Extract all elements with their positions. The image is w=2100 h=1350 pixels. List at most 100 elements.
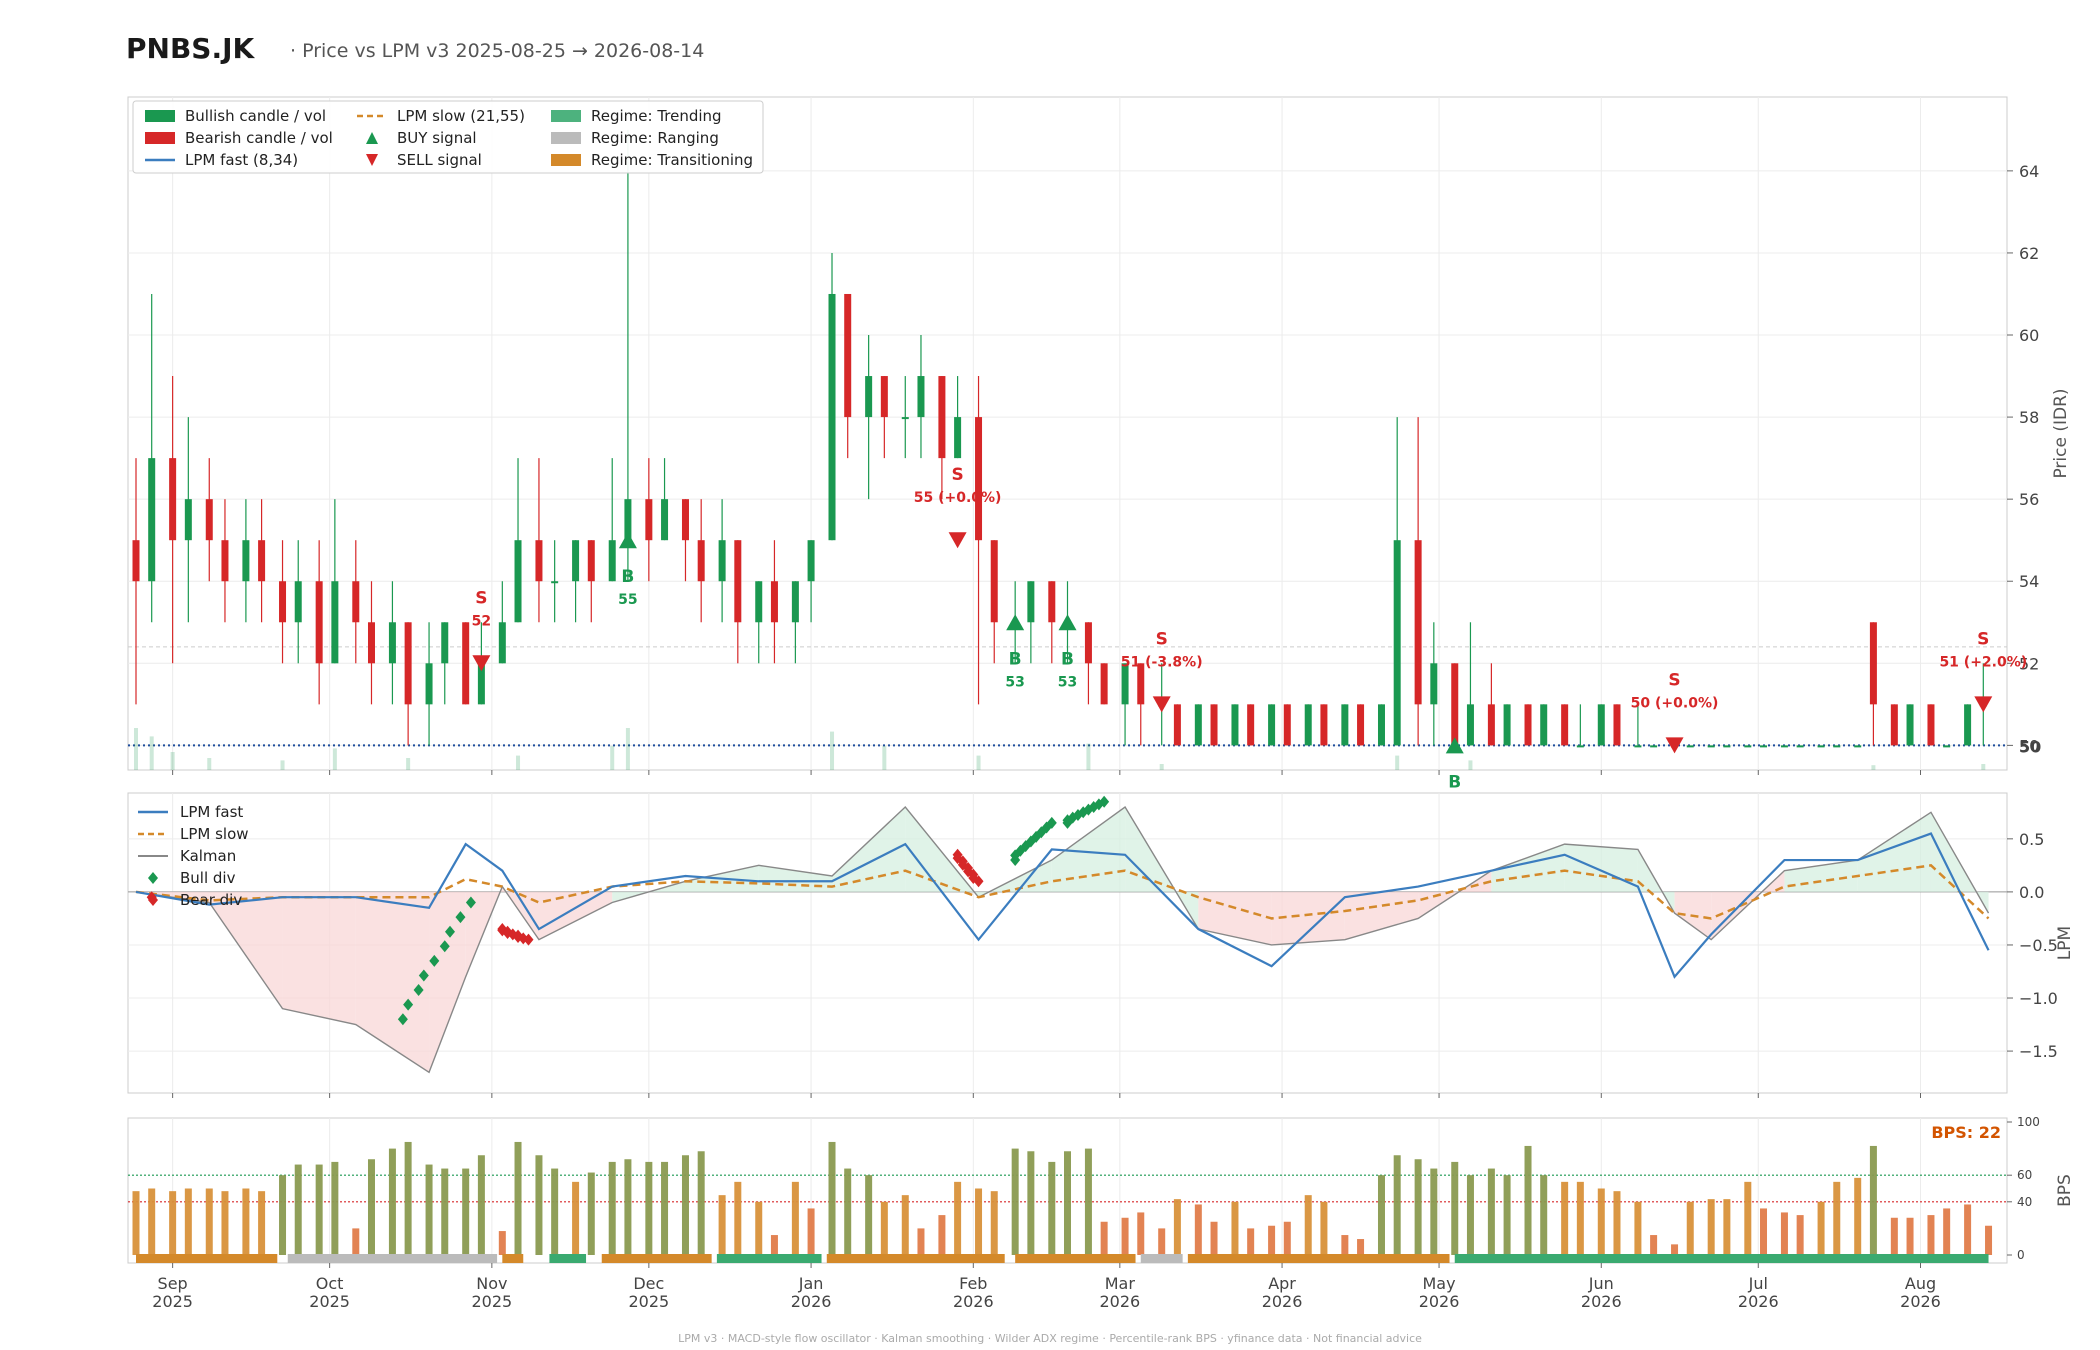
candle-body — [148, 458, 156, 582]
candle-body — [1561, 704, 1569, 746]
bps-bar — [1561, 1181, 1569, 1255]
price-ytick-label: 52 — [2019, 654, 2039, 673]
bps-ytick-label: 0 — [2017, 1248, 2025, 1262]
xtick-month: Mar — [1105, 1274, 1136, 1293]
candle-body — [535, 540, 543, 582]
regime-segment — [716, 1254, 822, 1263]
candle-body — [498, 622, 506, 664]
xtick-month: Jan — [798, 1274, 824, 1293]
bps-bar — [315, 1164, 323, 1255]
bps-bar — [661, 1161, 669, 1255]
bps-bar — [1341, 1235, 1349, 1255]
candle-body — [572, 540, 580, 582]
candle-body — [1833, 745, 1841, 748]
price-ytick-label: 50 — [2019, 736, 2039, 755]
xtick-year: 2025 — [309, 1292, 350, 1311]
bps-bar — [1671, 1244, 1679, 1255]
bps-bar — [572, 1181, 580, 1255]
buy-signal-price: 53 — [1005, 674, 1024, 690]
xtick-year: 2026 — [1738, 1292, 1779, 1311]
candle-body — [441, 622, 449, 664]
candle-body — [755, 581, 763, 623]
price-ytick-label: 56 — [2019, 490, 2039, 509]
candle-body — [1173, 704, 1181, 746]
bps-bar — [1927, 1215, 1935, 1255]
candle-body — [1906, 704, 1914, 746]
volume-bar — [625, 728, 630, 770]
buy-signal-marker — [1058, 614, 1077, 631]
bear-fill — [538, 891, 613, 940]
bps-bar — [1357, 1239, 1365, 1255]
bps-bar — [242, 1188, 250, 1255]
candle-body — [1430, 663, 1438, 705]
bps-bar — [1760, 1208, 1768, 1255]
candle-body — [1377, 704, 1385, 746]
regime-segment — [287, 1254, 498, 1263]
bps-bar — [954, 1181, 962, 1255]
bear-div-marker — [973, 875, 984, 888]
bps-bar — [718, 1195, 726, 1255]
bps-bar — [1100, 1221, 1108, 1255]
price-ytick-label: 62 — [2019, 244, 2039, 263]
bear-fill — [429, 891, 466, 1073]
bps-bar — [608, 1161, 616, 1255]
bps-bar — [1503, 1175, 1511, 1255]
xtick-month: Jun — [1588, 1274, 1614, 1293]
price-ytick-label: 54 — [2019, 572, 2039, 591]
xtick-year: 2026 — [1262, 1292, 1303, 1311]
bps-bar — [1084, 1148, 1092, 1255]
bull-div-marker — [444, 925, 455, 938]
kalman-line — [135, 805, 1990, 1074]
xtick-year: 2025 — [471, 1292, 512, 1311]
bps-bar — [1780, 1212, 1788, 1255]
price-legend-label: Regime: Ranging — [591, 129, 719, 147]
candle-body — [425, 663, 433, 705]
candle-body — [901, 417, 909, 420]
candle-body — [1231, 704, 1239, 746]
volume-bar — [1395, 755, 1400, 770]
regime-segment — [549, 1254, 587, 1263]
bull-div-marker — [429, 954, 440, 967]
bps-ytick-label: 60 — [2017, 1168, 2032, 1182]
candle-body — [1869, 622, 1877, 705]
xtick-month: Jul — [1748, 1274, 1768, 1293]
regime-segment — [1015, 1254, 1136, 1263]
bps-bar — [404, 1141, 412, 1255]
price-ylabel: Price (IDR) — [2051, 388, 2071, 478]
candle-body — [242, 540, 250, 582]
bps-bar — [1723, 1199, 1731, 1255]
sell-signal-price: 55 (+0.0%) — [914, 490, 1002, 506]
volume-bar — [610, 746, 615, 770]
candle-body — [1650, 745, 1658, 748]
bps-bar — [1414, 1159, 1422, 1255]
sell-signal-label: S — [951, 465, 963, 485]
candle-body — [1503, 704, 1511, 746]
bull-div-marker — [1046, 816, 1057, 829]
candle-body — [1466, 704, 1474, 746]
bps-ytick-label: 100 — [2017, 1115, 2040, 1129]
regime-segment — [502, 1254, 524, 1263]
bps-bar — [1304, 1195, 1312, 1255]
candle-body — [1854, 745, 1862, 748]
legend-icon-sell — [366, 154, 378, 166]
lpm-ytick-label: −1.0 — [2019, 989, 2058, 1008]
candle-body — [1634, 745, 1642, 748]
bps-bar — [1540, 1175, 1548, 1255]
bps-bar — [169, 1191, 177, 1255]
volume-bar — [1468, 760, 1473, 770]
bps-bar — [1686, 1201, 1694, 1255]
candle-body — [1194, 704, 1202, 746]
lpm-ytick-label: −0.5 — [2019, 936, 2058, 955]
xtick-month: May — [1423, 1274, 1456, 1293]
buy-signal-price: 53 — [1058, 674, 1077, 690]
candle-body — [1304, 704, 1312, 746]
candle-body — [1524, 704, 1532, 746]
buy-signal-price: 55 — [618, 592, 637, 608]
bull-div-marker — [403, 998, 414, 1011]
price-ytick-label: 64 — [2019, 162, 2039, 181]
candle-body — [169, 458, 177, 541]
xtick-year: 2025 — [152, 1292, 193, 1311]
candle-body — [1780, 745, 1788, 748]
bps-bar — [1964, 1204, 1972, 1255]
candle-body — [477, 663, 485, 705]
